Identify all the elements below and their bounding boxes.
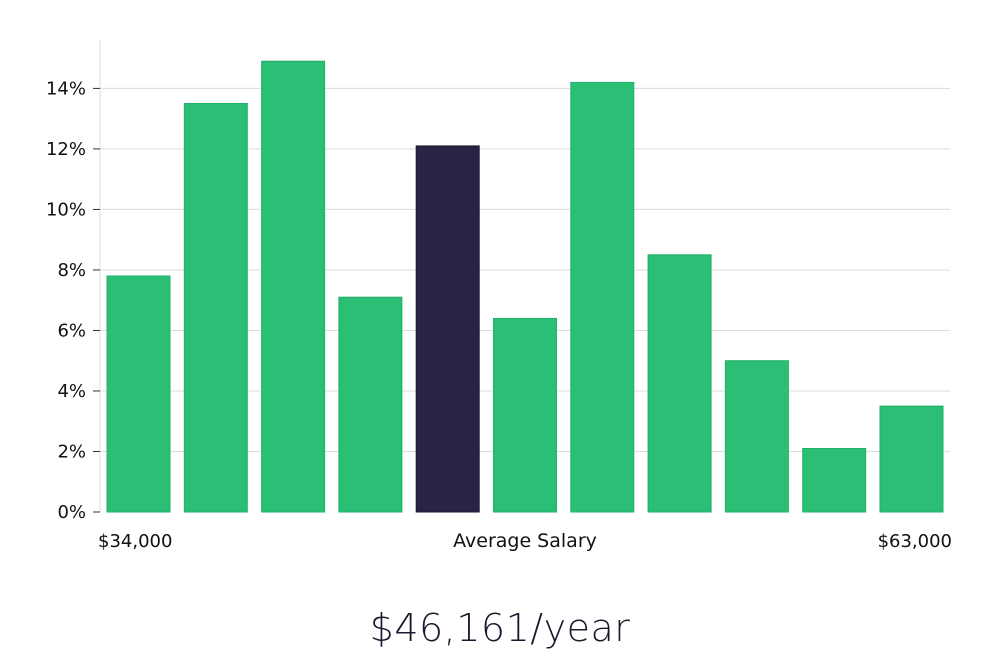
x-axis-min-label: $34,000	[98, 531, 172, 552]
y-tick-label: 8%	[57, 260, 86, 281]
y-tick-label: 4%	[57, 381, 86, 402]
bar	[724, 360, 789, 513]
bar	[802, 448, 867, 513]
bar	[106, 275, 171, 513]
y-tick-label: 2%	[57, 441, 86, 462]
bar	[493, 317, 557, 513]
x-axis-title: Average Salary	[453, 530, 597, 552]
bar	[879, 405, 944, 513]
y-tick-label: 0%	[57, 502, 86, 523]
bar	[261, 60, 326, 513]
bar-series	[106, 60, 944, 513]
y-tick-label: 10%	[46, 199, 86, 220]
bar-highlighted	[415, 145, 480, 513]
y-tick-label: 6%	[57, 320, 86, 341]
bar	[338, 296, 403, 513]
bar	[647, 254, 712, 513]
x-axis-max-label: $63,000	[878, 531, 952, 552]
y-tick-label: 14%	[46, 78, 86, 99]
y-tick-label: 12%	[46, 139, 86, 160]
average-salary-value: $46,161/year	[369, 606, 631, 650]
y-axis-ticks: 0% 2% 4% 6% 8% 10% 12% 14%	[46, 78, 100, 523]
bar	[183, 103, 248, 513]
bar	[570, 81, 635, 513]
salary-distribution-chart: 0% 2% 4% 6% 8% 10% 12% 14% $34,000 Average Sala…	[46, 40, 952, 552]
